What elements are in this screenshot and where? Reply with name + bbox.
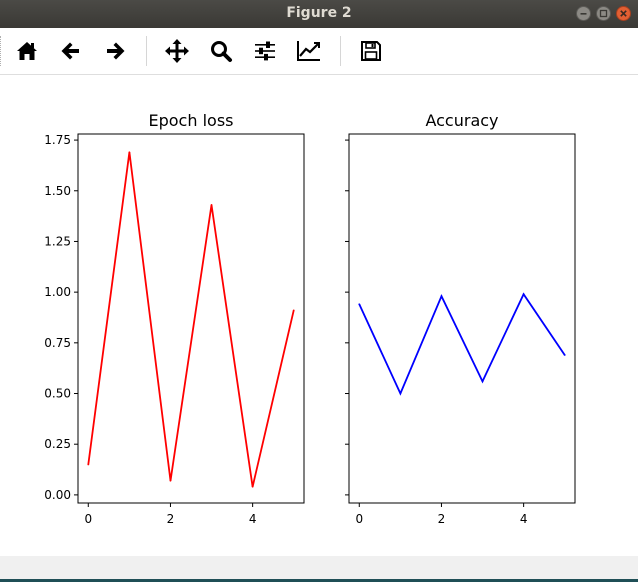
y-tick-label: 1.50	[44, 184, 71, 198]
data-point	[399, 392, 402, 395]
toolbar-separator	[340, 36, 341, 66]
x-tick-label: 2	[167, 512, 175, 526]
window-title: Figure 2	[286, 5, 352, 21]
subplots-button[interactable]	[248, 34, 282, 68]
home-icon	[17, 42, 37, 60]
edit-axes-button[interactable]	[292, 34, 326, 68]
figure: Epoch loss 0.00 0.25 0.50 0.75 1.00 1.25 1.50 1.…	[44, 111, 576, 526]
forward-button[interactable]	[98, 34, 132, 68]
figure-canvas[interactable]: Epoch loss 0.00 0.25 0.50 0.75 1.00 1.25 1.50 1.…	[0, 75, 638, 556]
x-tick-label: 0	[355, 512, 363, 526]
data-point	[481, 380, 484, 383]
save-icon	[361, 41, 381, 61]
back-button[interactable]	[54, 34, 88, 68]
status-bar	[0, 556, 638, 579]
data-point	[358, 303, 361, 306]
y-tick-label: 0.00	[44, 488, 71, 502]
axes-frame	[77, 133, 305, 504]
edit-axes-icon	[297, 41, 320, 61]
x-tick-label: 4	[520, 512, 528, 526]
axes-frame	[348, 133, 576, 504]
maximize-button[interactable]	[596, 6, 611, 21]
y-tick-label: 0.50	[44, 387, 71, 401]
maximize-icon	[599, 9, 608, 18]
data-point	[210, 204, 213, 206]
data-point	[128, 151, 131, 154]
window-titlebar[interactable]: Figure 2	[0, 0, 638, 28]
x-tick-label: 4	[249, 512, 257, 526]
navigation-toolbar	[0, 28, 638, 75]
data-point	[563, 354, 566, 356]
y-tick-label: 0.25	[44, 437, 71, 451]
minimize-icon	[580, 13, 587, 15]
x-tick-label: 2	[438, 512, 446, 526]
close-icon	[620, 10, 627, 17]
y-tick-label: 1.75	[44, 133, 71, 147]
chart-title: Accuracy	[425, 111, 498, 130]
save-button[interactable]	[354, 34, 388, 68]
data-point	[169, 479, 172, 482]
toolbar-separator	[146, 36, 147, 66]
x-tick-label: 0	[84, 512, 92, 526]
data-point	[292, 309, 295, 312]
back-arrow-icon	[61, 42, 79, 60]
pan-button[interactable]	[160, 34, 194, 68]
toolbar-grip[interactable]	[0, 36, 4, 66]
data-point	[251, 485, 254, 488]
data-point	[87, 463, 90, 466]
home-button[interactable]	[10, 34, 44, 68]
data-point	[522, 293, 525, 296]
forward-arrow-icon	[107, 42, 125, 60]
zoom-button[interactable]	[204, 34, 238, 68]
data-point	[440, 295, 443, 298]
series-line	[87, 152, 295, 488]
y-tick-label: 1.00	[44, 285, 71, 299]
series-line	[358, 292, 566, 396]
y-tick-label: 1.25	[44, 234, 71, 248]
close-button[interactable]	[616, 6, 631, 21]
subplots-config-icon	[255, 41, 275, 61]
pan-icon	[165, 39, 189, 63]
chart-title: Epoch loss	[149, 111, 234, 130]
desktop-strip	[0, 579, 638, 582]
minimize-button[interactable]	[576, 6, 591, 21]
zoom-icon	[211, 41, 232, 62]
y-tick-label: 0.75	[44, 336, 71, 350]
